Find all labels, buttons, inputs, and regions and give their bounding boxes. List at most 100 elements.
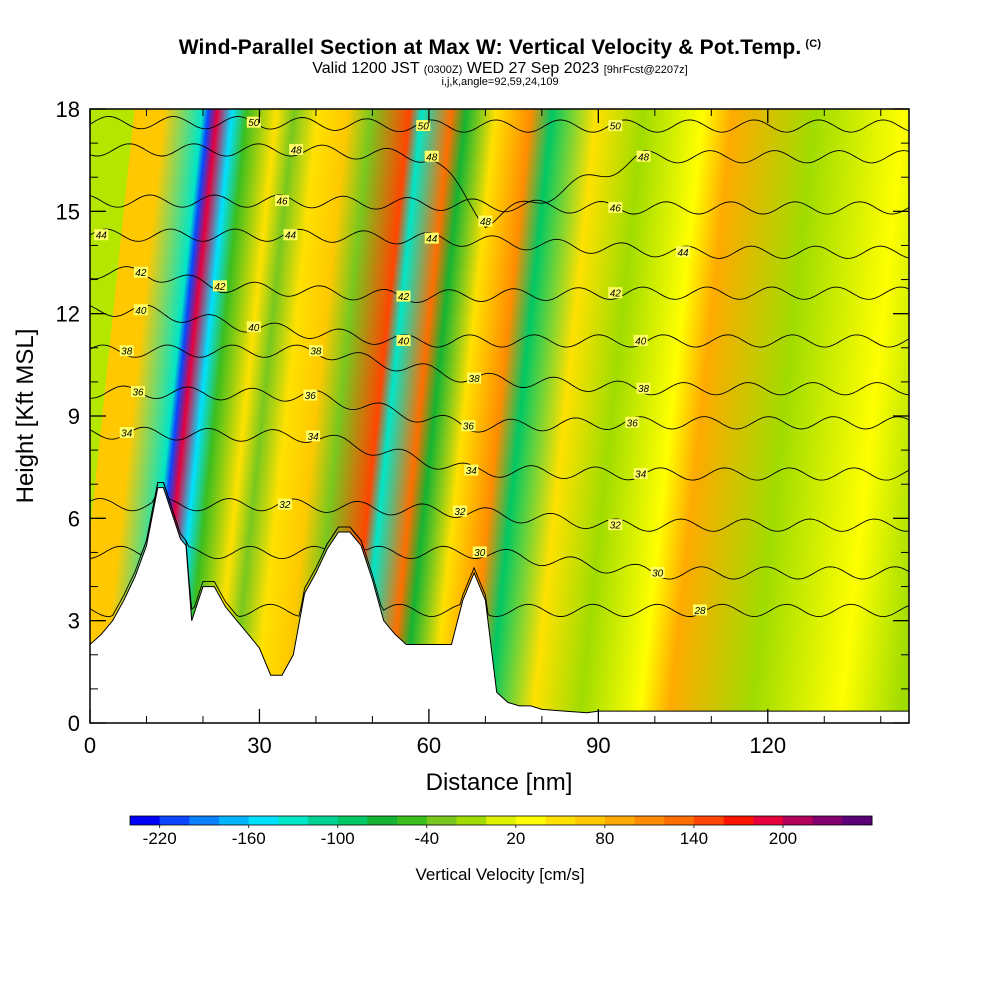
contour-label: 38: [121, 347, 133, 358]
x-axis-label: Distance [nm]: [426, 769, 573, 796]
contour-label-bg: [424, 232, 439, 244]
chart-title-text: Wind-Parallel Section at Max W: Vertical…: [178, 36, 802, 59]
velocity-shading: [90, 109, 909, 723]
colorbar-tick-label: -220: [143, 829, 177, 848]
chart-title: Wind-Parallel Section at Max W: Vertical…: [0, 36, 1000, 60]
colorbar-swatch: [130, 816, 161, 825]
colorbar-tick-label: 80: [595, 829, 614, 848]
contour-label-bg: [212, 280, 227, 292]
contour-label-bg: [416, 120, 431, 132]
contour-label-bg: [275, 195, 290, 207]
contour-label: 30: [474, 548, 486, 559]
contour-label-bg: [633, 467, 648, 479]
colorbar: -220 -160 -100 -40 20 80 140 200: [129, 815, 873, 848]
x-tick-label: 90: [586, 733, 610, 758]
y-tick-label: 9: [68, 404, 80, 429]
contour-label-bg: [478, 215, 493, 227]
colorbar-swatch: [575, 816, 606, 825]
contour-label-bg: [119, 427, 134, 439]
colorbar-swatch: [248, 816, 279, 825]
y-tick-label: 3: [68, 609, 80, 634]
contour-label-bg: [94, 229, 109, 241]
colorbar-tick-label: 20: [506, 829, 525, 848]
contour-label: 34: [308, 432, 320, 443]
contour-label: 44: [678, 248, 690, 259]
contour-label-bg: [246, 116, 261, 128]
colorbar-tick-label: 200: [769, 829, 797, 848]
colorbar-swatch: [515, 816, 547, 825]
contour-label-bg: [133, 266, 148, 278]
contour-label: 50: [248, 118, 260, 129]
contour-label: 50: [418, 122, 430, 133]
contour-label: 38: [638, 384, 650, 395]
colorbar-swatch: [219, 816, 250, 825]
contour-label-bg: [396, 334, 411, 346]
colorbar-swatch: [337, 816, 368, 825]
contour-label: 42: [610, 289, 622, 300]
valid-time: Valid 1200 JST: [312, 60, 420, 77]
contour-label: 28: [693, 606, 706, 617]
contour-label: 42: [214, 282, 226, 293]
contour-label-bg: [277, 498, 292, 510]
valid-utc: (0300Z): [423, 64, 463, 76]
contour-label: 48: [291, 145, 303, 156]
colorbar-swatch: [159, 816, 190, 825]
colorbar-swatch: [693, 816, 725, 825]
grid-index-line: i,j,k,angle=92,59,24,109: [441, 76, 559, 88]
contour-label: 50: [610, 122, 622, 133]
colorbar-swatch: [426, 816, 457, 825]
contour-label-bg: [289, 143, 304, 155]
contour-label: 40: [635, 336, 647, 347]
colorbar-swatch: [456, 816, 487, 825]
contour-label-bg: [308, 345, 323, 357]
contour-label-bg: [303, 389, 318, 401]
contour-label: 44: [426, 234, 438, 245]
y-tick-label: 12: [56, 302, 80, 327]
colorbar-swatch: [604, 816, 636, 825]
colorbar-swatch: [723, 816, 754, 825]
theta-contours: [90, 116, 909, 618]
isentrope-28: [90, 482, 909, 618]
colorbar-frame: [129, 815, 873, 826]
colorbar-swatch: [634, 816, 665, 825]
contour-label-bg: [636, 150, 651, 162]
isentrope-30: [90, 482, 909, 580]
colorbar-label: Vertical Velocity [cm/s]: [415, 865, 584, 884]
colorbar-swatch: [189, 816, 220, 825]
isentrope-48: [90, 143, 909, 229]
contour-label: 34: [635, 469, 647, 480]
isentrope-50: [90, 116, 909, 133]
contour-label: 36: [132, 388, 144, 399]
colorbar-swatch: [367, 816, 398, 825]
contour-label-bg: [133, 304, 148, 316]
contour-label-bg: [693, 604, 708, 616]
contour-labels: 50 50 50 48 48 48 48 46 46 44 44 44 44 42 42 42 42 40 40 40…: [94, 116, 708, 617]
y-tick-label: 0: [68, 711, 80, 736]
isentrope-44: [90, 228, 909, 259]
contour-label-bg: [633, 334, 648, 346]
isentrope-40: [90, 304, 909, 348]
contour-label-bg: [608, 519, 623, 531]
contour-label-bg: [461, 420, 476, 432]
isentrope-38: [90, 344, 909, 396]
colorbar-tick-label: -100: [321, 829, 355, 848]
contour-label-bg: [424, 150, 439, 162]
colorbar-swatch: [545, 816, 576, 825]
colorbar-swatch: [842, 816, 873, 825]
isentrope-32: [90, 482, 909, 532]
contour-label-bg: [464, 464, 479, 476]
contour-label: 46: [610, 203, 622, 214]
contour-label-bg: [636, 382, 651, 394]
contour-label-bg: [608, 201, 623, 213]
isentrope-36: [90, 385, 909, 433]
contour-label-bg: [452, 505, 467, 517]
contour-label: 48: [426, 152, 438, 163]
x-tick-label: 120: [749, 733, 786, 758]
contour-label: 34: [466, 466, 478, 477]
contour-label: 34: [121, 429, 133, 440]
valid-date: WED 27 Sep 2023: [466, 60, 600, 77]
x-tick-label: 60: [417, 733, 441, 758]
contour-label: 42: [398, 292, 410, 303]
contour-label: 38: [310, 347, 322, 358]
